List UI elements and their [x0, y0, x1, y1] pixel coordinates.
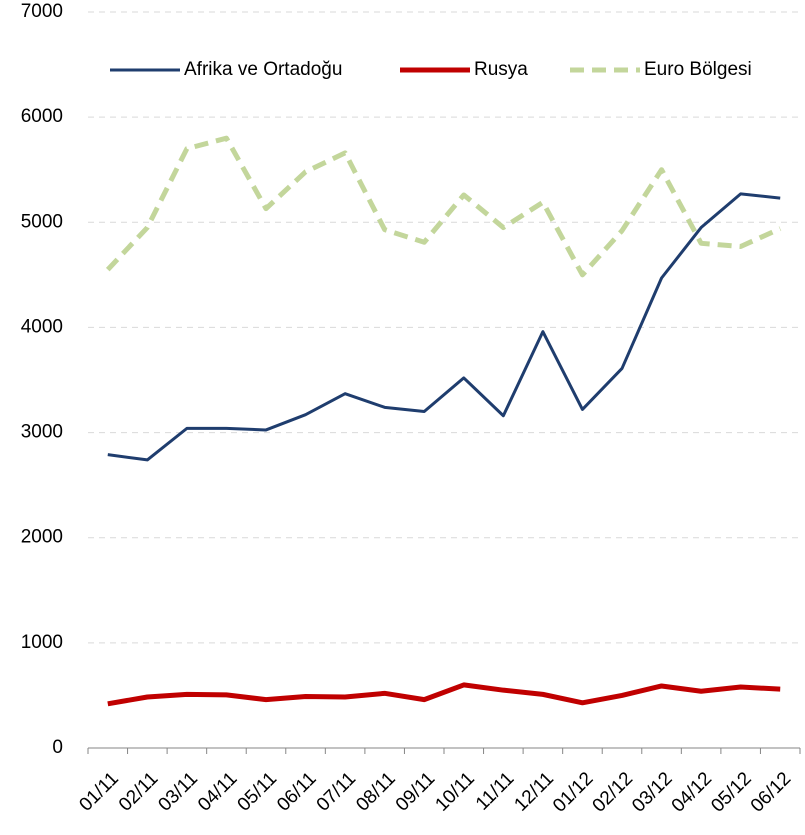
x-tick-label: 06/12	[747, 768, 795, 816]
y-tick-label: 4000	[21, 316, 63, 337]
line-series	[105, 135, 782, 278]
y-tick-label: 6000	[21, 106, 63, 127]
x-tick-label: 04/11	[194, 768, 241, 815]
x-tick-label: 09/11	[392, 768, 439, 815]
legend-label: Rusya	[474, 59, 528, 80]
x-tick-label: 06/11	[273, 768, 320, 815]
x-tick-label: 11/11	[472, 768, 518, 814]
y-tick-label: 7000	[21, 1, 63, 22]
y-tick-label: 5000	[21, 211, 63, 232]
legend-label: Euro Bölgesi	[644, 59, 752, 80]
x-tick-label: 03/11	[154, 768, 201, 815]
x-tick-label: 02/11	[115, 768, 162, 815]
x-tick-label: 01/11	[75, 768, 122, 815]
line-series	[107, 682, 781, 707]
x-tick-label: 10/11	[431, 768, 478, 815]
y-tick-label: 2000	[21, 527, 63, 548]
x-tick-label: 02/12	[589, 768, 637, 816]
x-tick-label: 07/11	[313, 768, 360, 815]
x-tick-label: 12/11	[510, 768, 557, 815]
x-tick-label: 01/12	[549, 768, 597, 816]
x-tick-label: 04/12	[668, 768, 716, 816]
y-tick-label: 0	[52, 737, 63, 758]
x-tick-label: 03/12	[628, 768, 676, 816]
line-series	[107, 192, 781, 462]
legend-label: Afrika ve Ortadoğu	[184, 59, 342, 80]
y-tick-label: 1000	[21, 632, 63, 653]
x-tick-label: 05/11	[234, 768, 281, 815]
x-tick-label: 08/11	[352, 768, 399, 815]
y-tick-label: 3000	[21, 422, 63, 443]
x-tick-label: 05/12	[707, 768, 755, 816]
